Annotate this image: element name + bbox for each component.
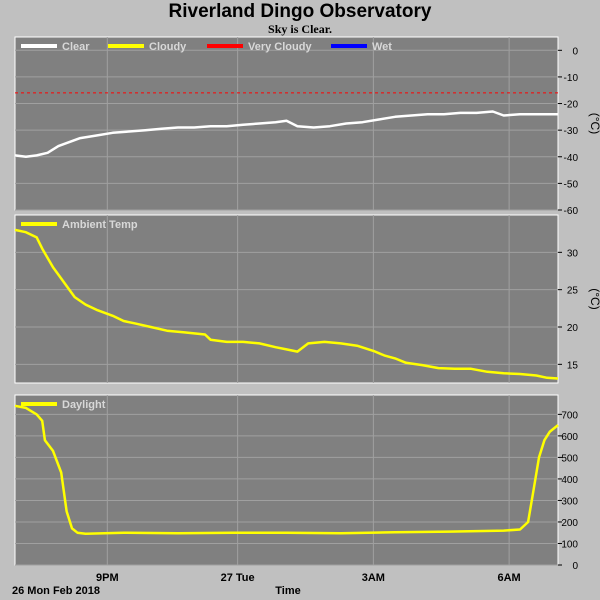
x-tick-label: 27 Tue <box>221 572 255 584</box>
sky-temperature-legend-label: Wet <box>372 41 392 53</box>
ambient-temp-y-tick-label: 25 <box>567 286 579 297</box>
ambient-temp-legend-swatch <box>21 222 57 226</box>
chart-title: Riverland Dingo Observatory <box>168 1 432 22</box>
sky-temperature-y-tick-label: -50 <box>564 179 579 190</box>
sky-temperature-legend-swatch <box>331 44 367 48</box>
sky-temperature-y-axis-label: (°C) <box>588 113 600 134</box>
sky-temperature-legend-label: Clear <box>62 41 90 53</box>
x-axis-label: Time <box>275 585 300 597</box>
daylight-y-tick-label: 0 <box>572 561 578 572</box>
daylight-legend-swatch <box>21 402 57 406</box>
sky-temperature-legend-label: Cloudy <box>149 41 187 53</box>
sky-temperature-legend-label: Very Cloudy <box>248 41 312 53</box>
x-tick-label: 6AM <box>498 572 521 584</box>
sky-temperature-legend-swatch <box>21 44 57 48</box>
ambient-temp-y-axis-label: (°C) <box>588 288 600 309</box>
daylight-y-tick-label: 400 <box>561 475 578 486</box>
x-tick-label: 9PM <box>96 572 119 584</box>
daylight-y-tick-label: 700 <box>561 410 578 421</box>
daylight-y-tick-label: 100 <box>561 539 578 550</box>
x-tick-label: 3AM <box>362 572 385 584</box>
sky-temperature-y-tick-label: -30 <box>564 126 579 137</box>
ambient-temp-y-tick-label: 15 <box>567 360 579 371</box>
ambient-temp-y-tick-label: 30 <box>567 248 579 259</box>
sky-temperature-y-tick-label: -40 <box>564 153 579 164</box>
footer-date: 26 Mon Feb 2018 <box>12 585 100 597</box>
sky-temperature-y-tick-label: -10 <box>564 73 579 84</box>
sky-temperature-legend-swatch <box>207 44 243 48</box>
sky-temperature-series-line <box>14 110 558 159</box>
daylight-series-line <box>14 404 559 536</box>
ambient-temp-series-line <box>14 228 559 380</box>
daylight-y-tick-label: 300 <box>561 496 578 507</box>
daylight-y-tick-label: 200 <box>561 518 578 529</box>
sky-temperature-legend-swatch <box>108 44 144 48</box>
ambient-temp-plot-area <box>14 214 559 384</box>
sky-temperature-y-tick-label: 0 <box>572 46 578 57</box>
ambient-temp-panel: 15 20 25 30 Ambient Temp (°C) <box>14 214 600 384</box>
sky-temperature-y-tick-label: -60 <box>564 206 579 217</box>
daylight-y-tick-label: 500 <box>561 453 578 464</box>
daylight-plot-area <box>14 394 559 566</box>
sky-temperature-panel: 0 -10 -20 -30 -40 -50 -60 Clear Cloudy Very Cloud… <box>14 36 600 217</box>
sky-temperature-plot-area <box>14 36 559 211</box>
ambient-temp-legend-label: Ambient Temp <box>62 219 138 231</box>
daylight-y-tick-label: 600 <box>561 432 578 443</box>
daylight-panel: 0 100 200 300 400 500 600 700 Daylight <box>14 394 578 572</box>
daylight-legend-label: Daylight <box>62 399 106 411</box>
ambient-temp-y-tick-label: 20 <box>567 323 579 334</box>
sky-status: Sky is Clear. <box>268 22 332 36</box>
sky-temperature-y-tick-label: -20 <box>564 100 579 111</box>
